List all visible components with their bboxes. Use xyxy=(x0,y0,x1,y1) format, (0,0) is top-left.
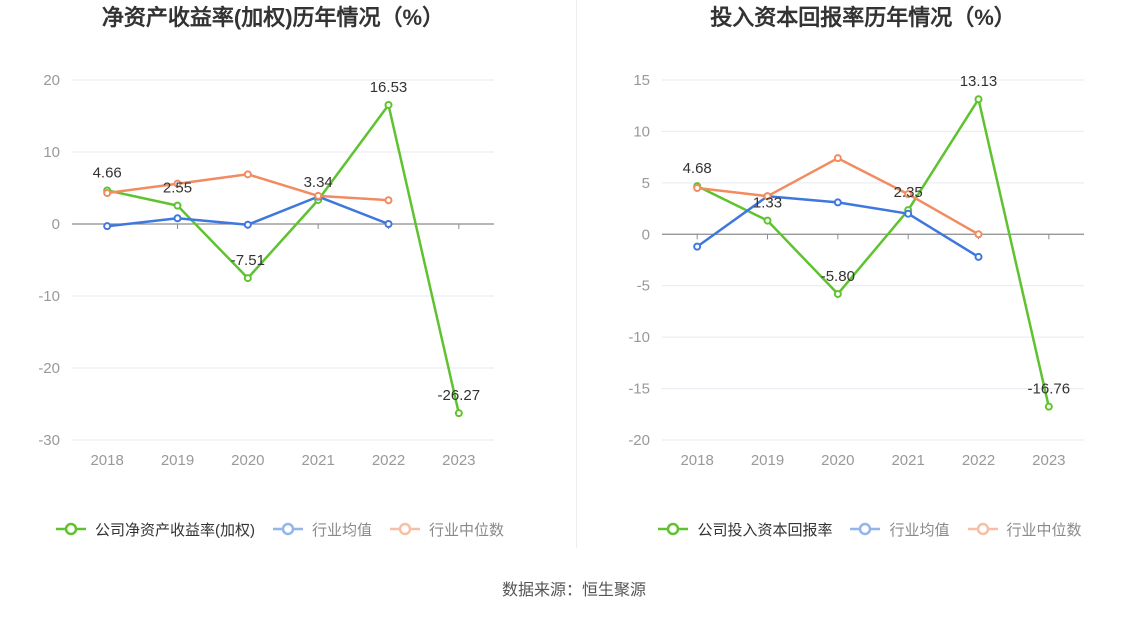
legend-line-circle-icon xyxy=(850,522,881,536)
data-point xyxy=(904,190,913,199)
data-point xyxy=(243,170,252,179)
legend-label: 公司投入资本回报率 xyxy=(697,521,833,539)
data-point xyxy=(974,230,983,239)
data-point xyxy=(833,154,842,163)
x-tick-label: 2022 xyxy=(962,452,995,469)
series-line-3 xyxy=(695,156,980,236)
legend-line-circle-icon xyxy=(967,522,998,536)
data-point xyxy=(763,216,772,225)
y-tick-label: 20 xyxy=(43,72,60,89)
x-tick-label: 2018 xyxy=(680,452,713,469)
y-tick-label: 10 xyxy=(633,123,650,140)
data-point xyxy=(384,100,393,109)
y-tick-label: 5 xyxy=(642,175,650,192)
data-point xyxy=(763,192,772,201)
data-point xyxy=(833,289,842,298)
x-tick-label: 2022 xyxy=(372,452,405,469)
data-label: 16.53 xyxy=(370,79,408,96)
y-tick-label: 0 xyxy=(52,216,60,233)
data-point xyxy=(103,189,112,198)
data-label: 1.33 xyxy=(753,195,782,212)
data-source-note: 数据来源：恒生聚源 xyxy=(501,582,646,599)
data-label: 3.34 xyxy=(304,174,333,191)
data-point xyxy=(693,242,702,251)
legend-item-company-roe[interactable]: 公司净资产收益率(加权) xyxy=(55,519,255,540)
y-tick-label: -10 xyxy=(38,288,60,305)
data-point xyxy=(974,252,983,261)
legend-item-industry-median[interactable]: 行业中位数 xyxy=(967,519,1082,540)
data-point xyxy=(904,209,913,218)
x-tick-label: 2023 xyxy=(442,452,475,469)
data-point xyxy=(243,274,252,283)
y-tick-label: 10 xyxy=(43,144,60,161)
x-tick-label: 2020 xyxy=(231,452,264,469)
chart-1-legend: 公司净资产收益率(加权) 行业均值 行业中位数 xyxy=(30,517,530,541)
chart-1-title: 净资产收益率(加权)历年情况（%） xyxy=(101,5,445,30)
data-point xyxy=(454,409,463,418)
data-point xyxy=(833,198,842,207)
data-label: -16.76 xyxy=(1028,381,1071,398)
data-point xyxy=(974,95,983,104)
data-point xyxy=(243,220,252,229)
y-tick-label: -15 xyxy=(628,381,650,398)
series-line-1 xyxy=(695,97,1051,408)
x-tick-label: 2021 xyxy=(891,452,924,469)
legend-item-company-roic[interactable]: 公司投入资本回报率 xyxy=(658,519,832,540)
data-label: -26.27 xyxy=(438,387,481,404)
data-point xyxy=(173,214,182,223)
x-tick-label: 2019 xyxy=(161,452,194,469)
legend-line-circle-icon xyxy=(55,522,86,536)
data-label: -5.80 xyxy=(821,268,855,285)
x-tick-label: 2019 xyxy=(751,452,784,469)
data-label: 2.35 xyxy=(894,184,923,201)
data-point xyxy=(314,191,323,200)
data-label: 4.66 xyxy=(93,164,122,181)
data-label: -7.51 xyxy=(231,252,265,269)
chart-2-legend: 公司投入资本回报率 行业均值 行业中位数 xyxy=(620,517,1120,541)
y-tick-label: -30 xyxy=(38,432,60,449)
y-tick-label: -5 xyxy=(637,278,650,295)
legend-item-industry-mean[interactable]: 行业均值 xyxy=(272,519,372,540)
y-tick-label: 0 xyxy=(642,226,650,243)
chart-1-plot: 20 10 0 -10 -20 -30 2018 2019 2020 2021 2022 2023 4.… xyxy=(38,72,494,469)
x-tick-label: 2023 xyxy=(1032,452,1065,469)
y-tick-label: -20 xyxy=(38,360,60,377)
data-point xyxy=(693,184,702,192)
legend-item-industry-mean[interactable]: 行业均值 xyxy=(850,519,950,540)
chart-2-title: 投入资本回报率历年情况（%） xyxy=(710,5,1016,30)
legend-line-circle-icon xyxy=(390,522,420,536)
data-point xyxy=(384,196,393,205)
x-tick-label: 2018 xyxy=(90,452,123,469)
y-tick-label: 15 xyxy=(633,72,650,89)
data-point xyxy=(1044,402,1053,411)
legend-item-industry-median[interactable]: 行业中位数 xyxy=(390,519,504,540)
series-line-1 xyxy=(105,103,461,415)
data-point xyxy=(103,222,112,231)
chart-2-plot: 15 10 5 0 -5 -10 -15 -20 2018 2019 2020 2021 2022 202… xyxy=(628,72,1084,469)
y-tick-label: -10 xyxy=(628,329,650,346)
data-point xyxy=(173,201,182,210)
data-label: 2.55 xyxy=(163,180,192,197)
legend-label: 行业中位数 xyxy=(429,521,505,539)
panel-divider xyxy=(576,0,577,548)
data-label: 4.68 xyxy=(683,160,712,177)
y-tick-label: -20 xyxy=(628,432,650,449)
charts-canvas: 20 10 0 -10 -20 -30 2018 2019 2020 2021 2022 2023 4.… xyxy=(38,72,1084,469)
data-label: 13.13 xyxy=(960,73,998,90)
legend-label: 行业均值 xyxy=(889,521,950,539)
legend-label: 行业均值 xyxy=(311,521,372,539)
x-tick-label: 2021 xyxy=(301,452,334,469)
data-point xyxy=(173,179,182,188)
legend-line-circle-icon xyxy=(658,522,689,536)
legend-label: 行业中位数 xyxy=(1006,521,1082,539)
data-point xyxy=(384,220,393,228)
legend-line-circle-icon xyxy=(272,522,303,536)
x-tick-label: 2020 xyxy=(821,452,854,469)
legend-label: 公司净资产收益率(加权) xyxy=(94,521,255,539)
